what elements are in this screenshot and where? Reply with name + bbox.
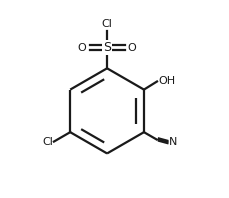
Text: S: S — [103, 41, 111, 54]
Text: OH: OH — [158, 76, 175, 87]
Text: O: O — [77, 43, 86, 52]
Text: Cl: Cl — [101, 19, 112, 30]
Text: Cl: Cl — [42, 137, 53, 147]
Text: N: N — [168, 137, 177, 147]
Text: O: O — [127, 43, 136, 52]
